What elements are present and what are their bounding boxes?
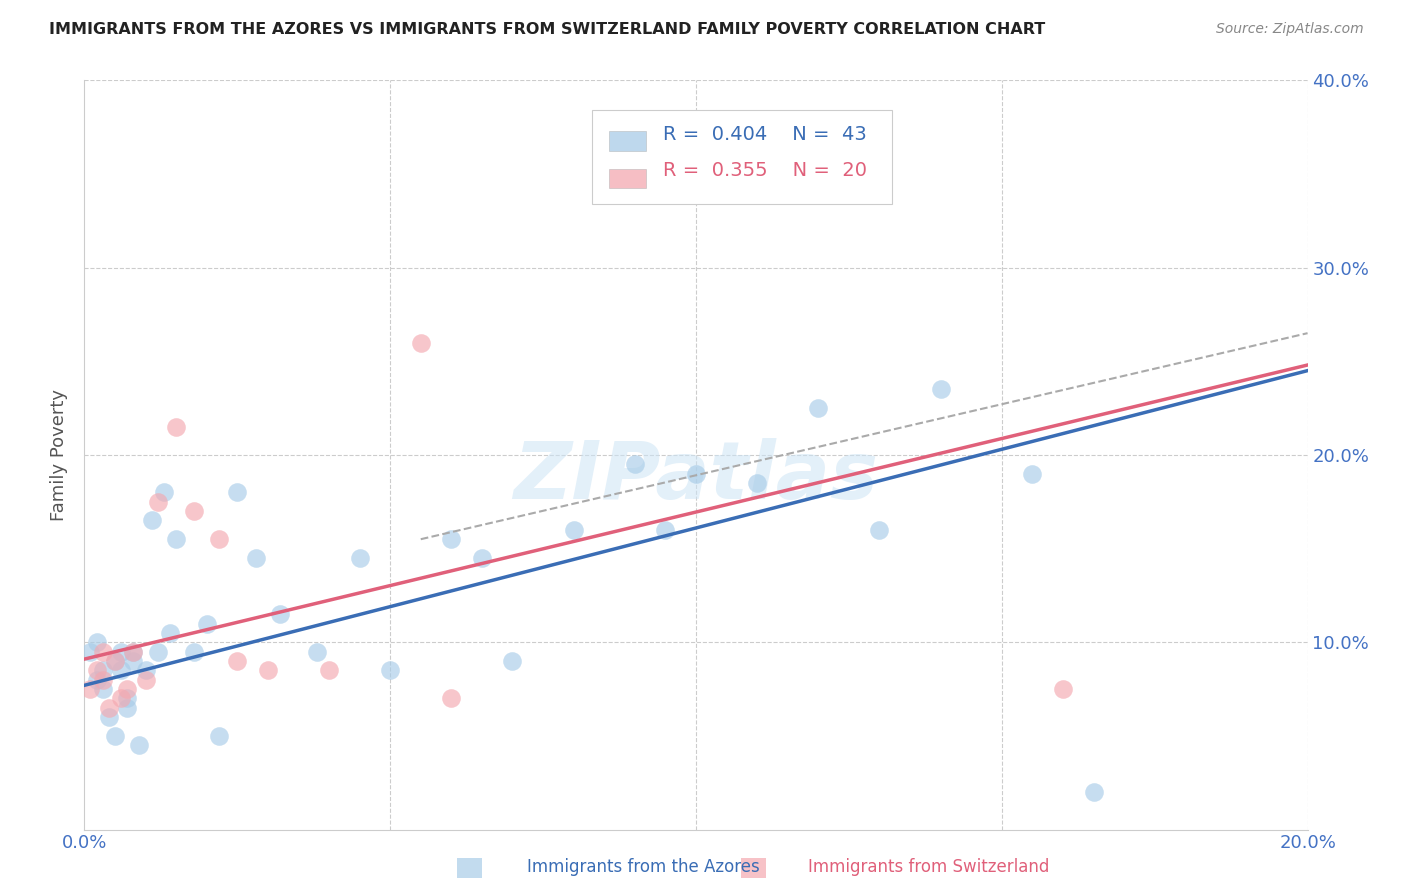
Text: Immigrants from the Azores: Immigrants from the Azores [527,858,761,876]
Point [562,523,585,537]
Text: R =  0.355    N =  20: R = 0.355 N = 20 [664,161,868,180]
Point [104,654,127,668]
Point [208,532,231,546]
Point [86,664,108,678]
Point [869,523,891,537]
Text: IMMIGRANTS FROM THE AZORES VS IMMIGRANTS FROM SWITZERLAND FAMILY POVERTY CORRELA: IMMIGRANTS FROM THE AZORES VS IMMIGRANTS… [49,22,1046,37]
Point [146,644,169,658]
Point [91,673,114,687]
Point [115,691,138,706]
Point [79,682,101,697]
Point [1083,785,1105,799]
Point [110,664,132,678]
Point [747,476,769,491]
Point [165,420,187,434]
Point [141,514,163,528]
Point [807,401,830,416]
Text: Source: ZipAtlas.com: Source: ZipAtlas.com [1216,22,1364,37]
Point [257,664,280,678]
Point [135,673,157,687]
Point [380,664,402,678]
Point [654,523,676,537]
Point [440,532,463,546]
Point [165,532,187,546]
Point [122,644,145,658]
FancyBboxPatch shape [609,169,645,188]
Point [226,485,249,500]
Point [305,644,328,658]
Point [110,644,132,658]
Point [128,739,150,753]
Point [110,691,132,706]
Point [245,551,267,566]
Point [929,382,952,396]
Point [502,654,524,668]
Point [79,644,101,658]
Point [1052,682,1074,697]
Point [91,664,114,678]
Point [97,701,120,715]
Point [269,607,291,621]
Point [318,664,340,678]
Y-axis label: Family Poverty: Family Poverty [51,389,69,521]
Point [86,635,108,649]
Point [104,654,127,668]
Point [409,335,432,350]
Point [104,729,127,743]
Point [86,673,108,687]
Point [195,616,218,631]
Point [208,729,231,743]
Text: R =  0.404    N =  43: R = 0.404 N = 43 [664,125,866,145]
Point [135,664,157,678]
Point [471,551,494,566]
Text: ZIPatlas: ZIPatlas [513,438,879,516]
Point [440,691,463,706]
Point [122,644,145,658]
Point [349,551,371,566]
Point [1021,467,1043,481]
Point [159,626,181,640]
Point [91,644,114,658]
Point [146,494,169,508]
Point [183,644,205,658]
Point [97,710,120,724]
Point [685,467,707,481]
Point [122,654,145,668]
Point [226,654,249,668]
Point [624,457,647,471]
Point [91,682,114,697]
Point [153,485,176,500]
FancyBboxPatch shape [592,111,891,204]
Point [115,701,138,715]
FancyBboxPatch shape [609,131,645,151]
Point [183,504,205,518]
Text: Immigrants from Switzerland: Immigrants from Switzerland [808,858,1050,876]
Point [115,682,138,697]
